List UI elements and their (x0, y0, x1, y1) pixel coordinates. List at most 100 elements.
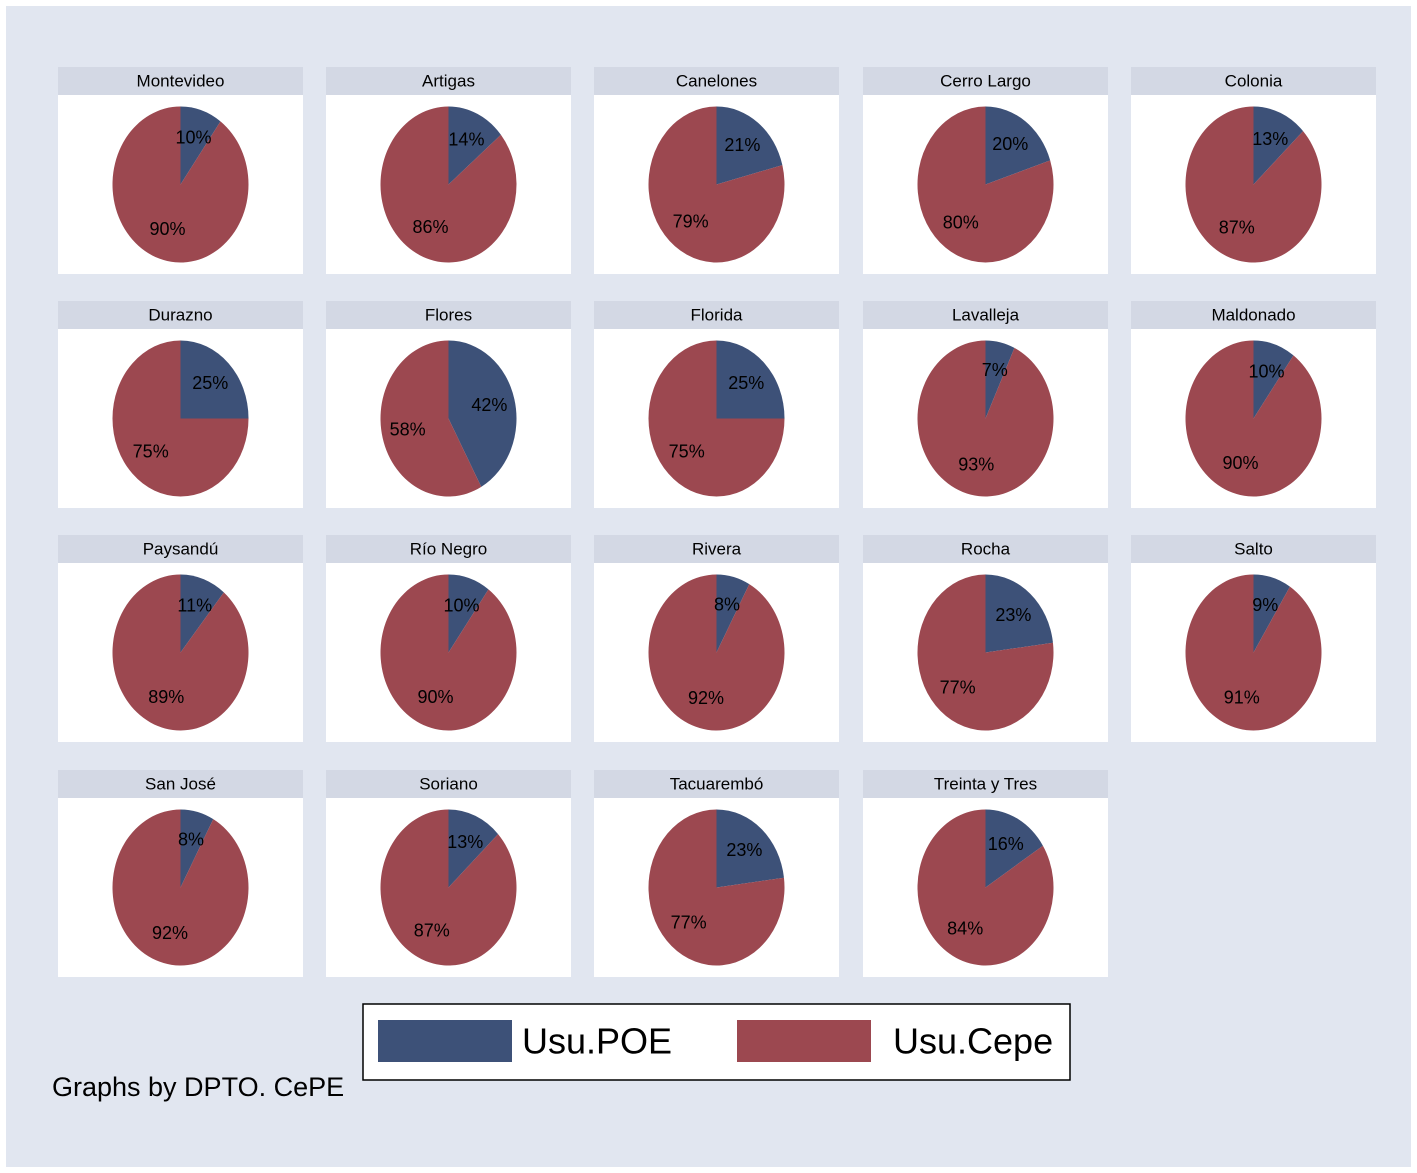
data-label: 8% (714, 594, 740, 614)
pie-slice (985, 809, 1043, 888)
note: Graphs by DPTO. CePE (52, 1072, 344, 1102)
panel-title: Flores (425, 305, 472, 324)
panel-title: Río Negro (410, 539, 487, 558)
data-label: 9% (1252, 595, 1278, 615)
pie-slice (648, 574, 785, 731)
data-label: 20% (992, 134, 1028, 154)
panel-title: Treinta y Tres (934, 774, 1037, 793)
data-label: 25% (728, 373, 764, 393)
panel-title-bar (1131, 301, 1376, 329)
data-label: 14% (448, 129, 484, 149)
panel-title-bar (58, 535, 303, 563)
pie-slice (112, 106, 249, 263)
panel-title: Durazno (148, 305, 212, 324)
panel-title: Artigas (422, 71, 475, 90)
data-label: 80% (943, 212, 979, 232)
pie-slice (716, 574, 750, 653)
pie-slice (1253, 340, 1294, 419)
data-label: 92% (152, 923, 188, 943)
data-label: 8% (178, 829, 204, 849)
data-label: 77% (671, 913, 707, 933)
pie-slice (648, 340, 785, 497)
pie-slice (380, 340, 482, 497)
data-label: 10% (1249, 361, 1285, 381)
pie-slice (448, 340, 517, 487)
panel-title: Montevideo (137, 71, 225, 90)
pie-slice (1185, 574, 1322, 731)
panel-title-bar (594, 535, 839, 563)
data-label: 16% (988, 834, 1024, 854)
pie-slice (917, 809, 1054, 966)
panel-title-bar (58, 67, 303, 95)
data-label: 90% (417, 687, 453, 707)
pie-slice (380, 809, 517, 966)
data-label: 84% (947, 919, 983, 939)
pie-slice (180, 574, 224, 653)
panel-title: Canelones (676, 71, 757, 90)
panel-title-bar (594, 301, 839, 329)
pie-slice (716, 809, 784, 888)
panel-title-bar (863, 770, 1108, 798)
data-label: 75% (133, 441, 169, 461)
pie-slice (380, 574, 517, 731)
data-label: 58% (390, 419, 426, 439)
data-label: 79% (673, 211, 709, 231)
data-label: 90% (1222, 453, 1258, 473)
data-label: 7% (982, 360, 1008, 380)
data-label: 13% (447, 832, 483, 852)
pie-slice (716, 340, 785, 419)
pie-slice (716, 106, 783, 185)
data-label: 42% (471, 395, 507, 415)
pie-slice (1185, 106, 1322, 263)
pie-slice (985, 106, 1051, 185)
panel-title-bar (594, 67, 839, 95)
pie-slice (1253, 106, 1304, 185)
panel-title-bar (863, 535, 1108, 563)
panel-title: Florida (691, 305, 744, 324)
data-label: 92% (688, 688, 724, 708)
data-label: 75% (669, 441, 705, 461)
panel-title: Lavalleja (952, 305, 1020, 324)
pie-slice (448, 574, 489, 653)
pie-slice (985, 340, 1015, 419)
pie-slice (112, 340, 249, 497)
data-label: 87% (1219, 218, 1255, 238)
pie-slice (448, 809, 499, 888)
pie-slice (648, 106, 785, 263)
pie-slice (180, 106, 221, 185)
panel-title-bar (326, 535, 571, 563)
panel-title: Cerro Largo (940, 71, 1031, 90)
panel-title-bar (1131, 67, 1376, 95)
pie-slice (380, 106, 517, 263)
data-label: 10% (176, 127, 212, 147)
pie-slice (1253, 574, 1290, 653)
legend-label: Usu.Cepe (893, 1021, 1053, 1062)
data-label: 91% (1224, 688, 1260, 708)
panel-title: Maldonado (1211, 305, 1295, 324)
panel-title-bar (326, 301, 571, 329)
data-label: 90% (149, 219, 185, 239)
data-label: 23% (726, 840, 762, 860)
data-label: 77% (940, 678, 976, 698)
legend-swatch (737, 1020, 871, 1062)
panel-title: San José (145, 774, 216, 793)
panel-title-bar (58, 770, 303, 798)
data-label: 93% (958, 454, 994, 474)
panel-title: Soriano (419, 774, 478, 793)
legend-label: Usu.POE (522, 1021, 672, 1062)
data-label: 21% (724, 135, 760, 155)
data-label: 25% (192, 373, 228, 393)
pie-slice (1185, 340, 1322, 497)
panel-title-bar (863, 67, 1108, 95)
pie-slice (112, 574, 249, 731)
pie-slice (917, 106, 1054, 263)
panel-title-bar (58, 301, 303, 329)
panel-title-bar (326, 67, 571, 95)
data-label: 13% (1252, 129, 1288, 149)
data-label: 86% (413, 217, 449, 237)
data-label: 87% (414, 921, 450, 941)
pie-slice (180, 809, 214, 888)
panel-title-bar (1131, 535, 1376, 563)
data-label: 89% (148, 687, 184, 707)
